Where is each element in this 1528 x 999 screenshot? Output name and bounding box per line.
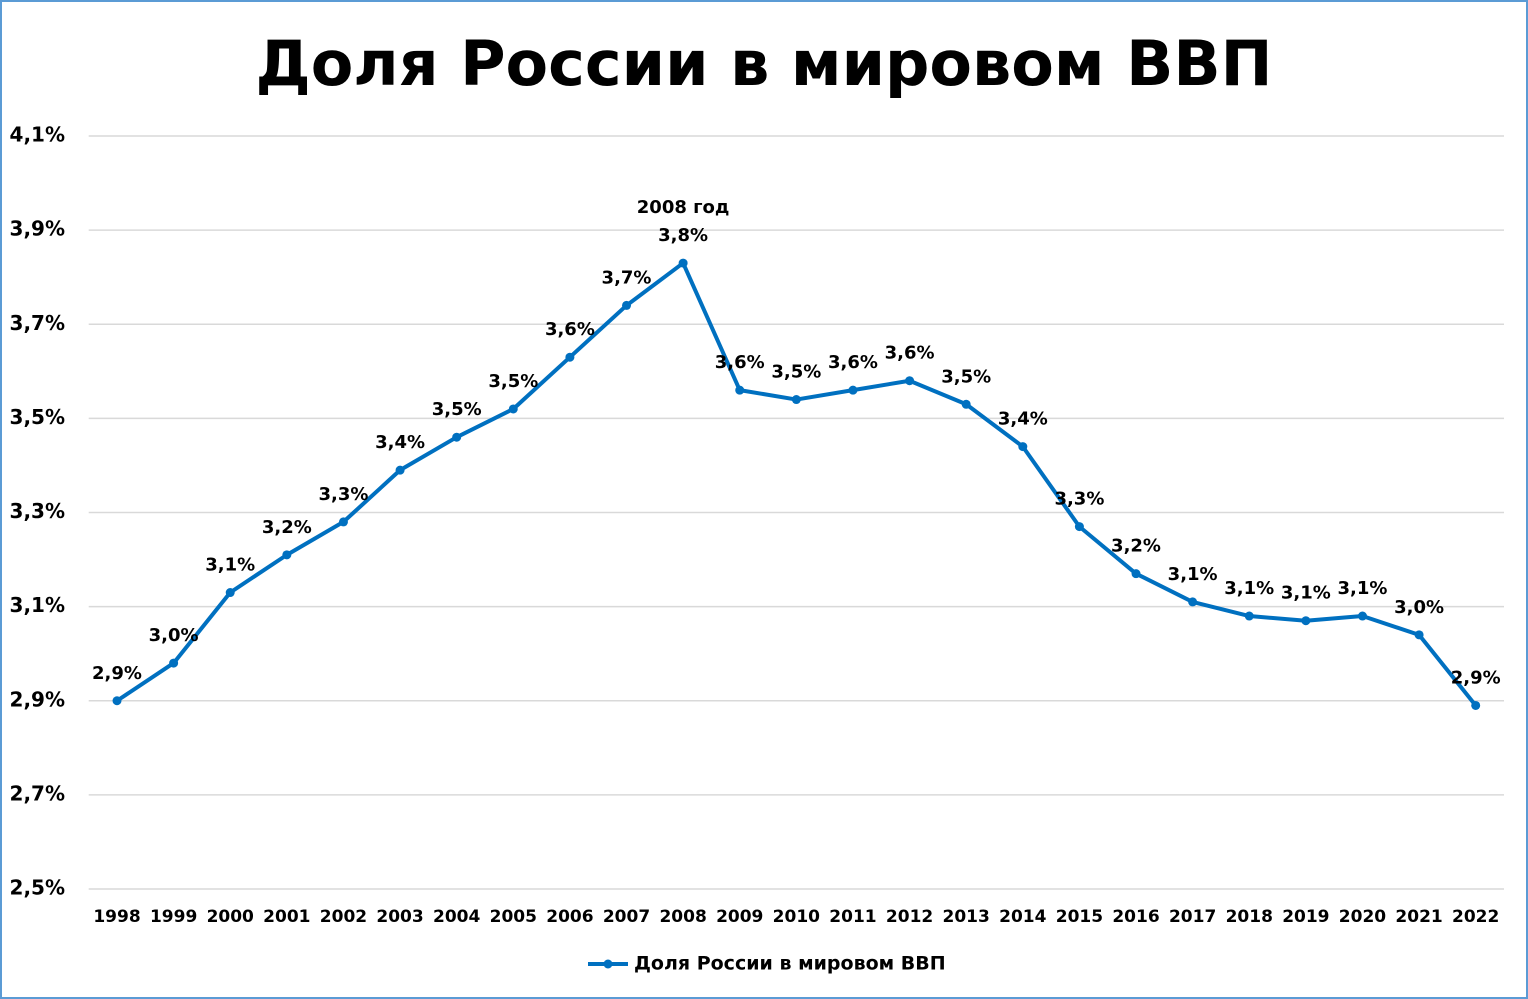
x-tick-label: 2013 bbox=[943, 907, 990, 927]
y-tick-label: 3,7% bbox=[10, 311, 65, 335]
x-tick-label: 2021 bbox=[1395, 907, 1442, 927]
x-tick-label: 2001 bbox=[263, 907, 310, 927]
data-point bbox=[338, 517, 348, 527]
data-point bbox=[395, 465, 405, 475]
legend-label: Доля России в мировом ВВП bbox=[634, 953, 946, 975]
y-tick-label: 3,5% bbox=[10, 405, 65, 429]
data-label: 3,1% bbox=[205, 555, 255, 576]
data-label: 3,6% bbox=[885, 343, 935, 364]
x-tick-label: 2008 bbox=[659, 907, 706, 927]
data-point bbox=[1018, 442, 1028, 452]
data-point bbox=[848, 385, 858, 395]
data-label: 3,6% bbox=[545, 319, 595, 340]
y-tick-label: 3,1% bbox=[10, 593, 65, 617]
legend-marker bbox=[603, 959, 613, 969]
data-point bbox=[678, 258, 688, 268]
data-label: 3,8% bbox=[658, 225, 708, 246]
data-label: 3,1% bbox=[1168, 564, 1218, 585]
y-tick-label: 3,9% bbox=[10, 217, 65, 241]
data-label: 3,2% bbox=[262, 517, 312, 538]
data-point bbox=[1414, 630, 1424, 640]
data-label: 3,4% bbox=[375, 432, 425, 453]
data-label: 3,0% bbox=[149, 625, 199, 646]
y-tick-label: 4,1% bbox=[10, 123, 65, 147]
data-label: 3,3% bbox=[1054, 489, 1104, 510]
data-label: 3,5% bbox=[771, 362, 821, 383]
data-label: 3,5% bbox=[432, 399, 482, 420]
x-tick-label: 2006 bbox=[546, 907, 593, 927]
chart-title: Доля России в мировом ВВП bbox=[255, 27, 1272, 100]
x-tick-label: 2003 bbox=[376, 907, 423, 927]
data-label: 3,7% bbox=[602, 267, 652, 288]
x-tick-label: 2019 bbox=[1282, 907, 1329, 927]
data-label: 3,6% bbox=[715, 352, 765, 373]
x-tick-label: 2014 bbox=[999, 907, 1046, 927]
x-tick-label: 2005 bbox=[490, 907, 537, 927]
y-tick-label: 3,3% bbox=[10, 499, 65, 523]
data-point bbox=[905, 376, 915, 386]
data-label: 3,2% bbox=[1111, 536, 1161, 557]
data-label: 3,5% bbox=[941, 366, 991, 387]
x-tick-label: 2010 bbox=[773, 907, 820, 927]
data-point bbox=[565, 352, 575, 362]
x-tick-label: 2011 bbox=[829, 907, 876, 927]
data-point bbox=[508, 404, 518, 414]
x-tick-label: 2007 bbox=[603, 907, 650, 927]
data-point bbox=[225, 588, 235, 598]
x-tick-label: 2009 bbox=[716, 907, 763, 927]
x-tick-label: 2017 bbox=[1169, 907, 1216, 927]
data-point bbox=[735, 385, 745, 395]
data-label: 3,1% bbox=[1281, 583, 1331, 604]
annotation: 2008 год bbox=[637, 197, 730, 218]
x-tick-label: 2002 bbox=[320, 907, 367, 927]
x-tick-label: 1999 bbox=[150, 907, 197, 927]
x-tick-label: 2012 bbox=[886, 907, 933, 927]
x-tick-label: 2016 bbox=[1112, 907, 1159, 927]
data-label: 3,4% bbox=[998, 409, 1048, 430]
x-tick-label: 2004 bbox=[433, 907, 480, 927]
x-tick-label: 2018 bbox=[1226, 907, 1273, 927]
data-point bbox=[112, 696, 122, 706]
data-label: 3,1% bbox=[1338, 578, 1388, 599]
data-label: 3,1% bbox=[1224, 578, 1274, 599]
data-label: 2,9% bbox=[1451, 667, 1501, 688]
x-tick-label: 1998 bbox=[93, 907, 140, 927]
y-tick-label: 2,7% bbox=[10, 781, 65, 805]
data-point bbox=[791, 395, 801, 405]
data-label: 3,0% bbox=[1394, 597, 1444, 618]
x-tick-label: 2022 bbox=[1452, 907, 1499, 927]
data-label: 3,3% bbox=[318, 484, 368, 505]
data-point bbox=[1301, 616, 1311, 626]
data-label: 3,6% bbox=[828, 352, 878, 373]
x-tick-label: 2000 bbox=[207, 907, 254, 927]
data-point bbox=[1244, 611, 1254, 621]
data-point bbox=[1471, 700, 1481, 710]
data-point bbox=[961, 399, 971, 409]
y-tick-label: 2,5% bbox=[10, 876, 65, 900]
data-point bbox=[1357, 611, 1367, 621]
data-point bbox=[622, 300, 632, 310]
data-point bbox=[452, 432, 462, 442]
data-point bbox=[282, 550, 292, 560]
data-point bbox=[169, 658, 179, 668]
data-label: 3,5% bbox=[488, 371, 538, 392]
data-point bbox=[1131, 569, 1141, 579]
data-point bbox=[1074, 522, 1084, 532]
x-tick-label: 2020 bbox=[1339, 907, 1386, 927]
y-tick-label: 2,9% bbox=[10, 687, 65, 711]
data-point bbox=[1188, 597, 1198, 607]
data-label: 2,9% bbox=[92, 663, 142, 684]
x-tick-label: 2015 bbox=[1056, 907, 1103, 927]
